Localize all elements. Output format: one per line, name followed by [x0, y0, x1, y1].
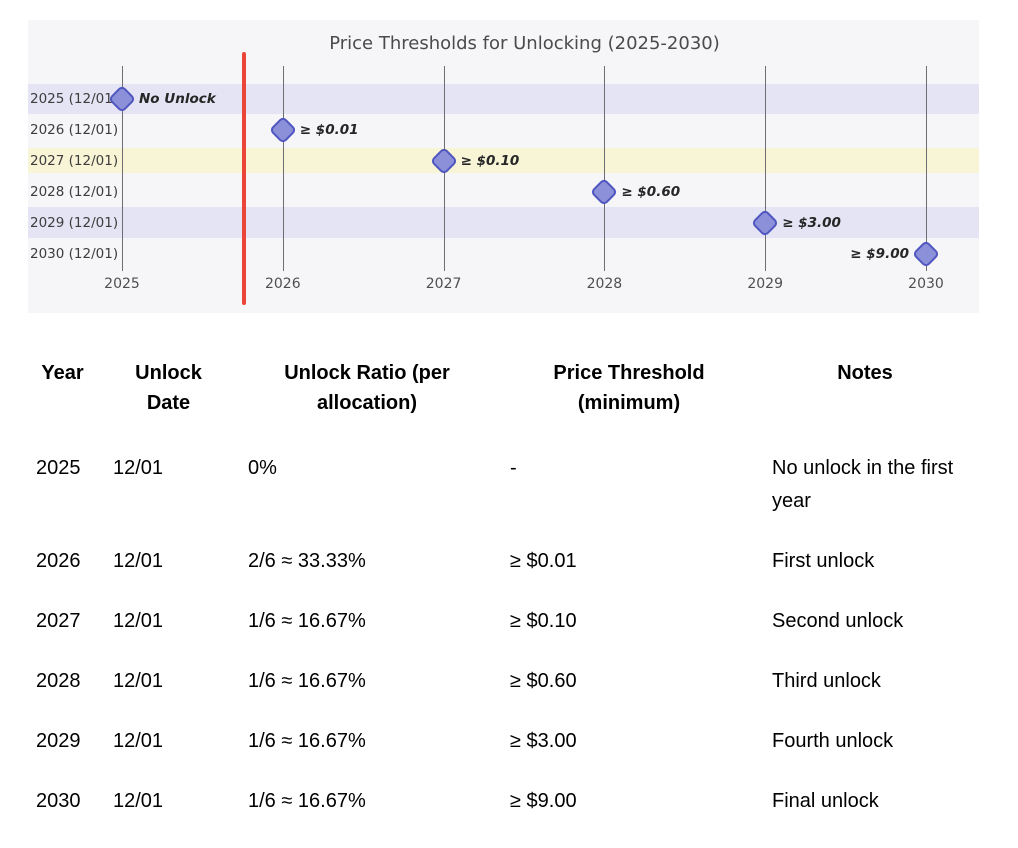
table-cell-price: ≥ $0.01 [510, 550, 577, 572]
gridline-2025 [122, 66, 123, 271]
table-cell-price: ≥ $9.00 [510, 790, 577, 812]
marker-annotation: ≥ $0.60 [621, 183, 681, 200]
marker-annotation: ≥ $9.00 [850, 245, 909, 262]
table-cell-year: 2030 [36, 790, 81, 812]
table-cell-date: 12/01 [113, 670, 164, 692]
table-cell-ratio: 1/6 ≈ 16.67% [248, 610, 366, 632]
table-row: 2025 12/01 0% - No unlock in the first year [36, 452, 982, 545]
reference-line [241, 52, 246, 305]
y-axis-label: 2026 (12/01) [30, 121, 119, 138]
x-axis-label: 2029 [747, 276, 783, 292]
row-band-2027 [28, 148, 979, 174]
table-header: Price Threshold (minimum) [553, 362, 705, 414]
table-row: 2030 12/01 1/6 ≈ 16.67% ≥ $9.00 Final unlock [36, 785, 982, 818]
table-cell-date: 12/01 [113, 550, 164, 572]
y-axis-label: 2030 (12/01) [30, 245, 119, 262]
table-cell-year: 2026 [36, 550, 81, 572]
table-cell-notes: Final unlock [772, 790, 879, 812]
x-axis-label: 2028 [586, 276, 623, 292]
y-axis-label: 2027 (12/01) [30, 152, 119, 169]
row-band-2025 [28, 83, 979, 115]
chart-title: Price Thresholds for Unlocking (2025-203… [329, 33, 720, 54]
table-header: Unlock Ratio (per allocation) [284, 362, 450, 414]
unlock-marker-2026 [268, 115, 297, 145]
y-axis-label: 2029 (12/01) [30, 214, 119, 231]
gridline-2029 [765, 66, 767, 271]
table-cell-date: 12/01 [113, 790, 164, 812]
table-row: 2029 12/01 1/6 ≈ 16.67% ≥ $3.00 Fourth unloc… [36, 725, 982, 785]
table-cell-notes: Fourth unlock [772, 730, 894, 752]
table-cell-date: 12/01 [113, 610, 164, 632]
table-cell-ratio: 1/6 ≈ 16.67% [248, 670, 366, 692]
table-header: Unlock Date [135, 362, 202, 414]
table-cell-price: - [510, 457, 517, 479]
gridline-2028 [604, 66, 606, 271]
table-cell-year: 2028 [36, 670, 81, 692]
table-row: 2028 12/01 1/6 ≈ 16.67% ≥ $0.60 Third unlock [36, 665, 982, 725]
y-axis-label: 2025 (12/01) [30, 91, 119, 107]
table-cell-price: ≥ $0.60 [510, 670, 577, 692]
marker-annotation: No Unlock [139, 91, 216, 107]
table-row: 2026 12/01 2/6 ≈ 33.33% ≥ $0.01 First unlock [36, 545, 982, 605]
table-cell-date: 12/01 [113, 730, 164, 752]
row-band-2029 [28, 207, 979, 238]
table-cell-notes: Third unlock [772, 670, 881, 692]
marker-annotation: ≥ $0.01 [299, 121, 359, 138]
unlock-marker-2028 [590, 177, 619, 206]
x-axis-label: 2026 [264, 276, 301, 292]
table-cell-notes: First unlock [772, 550, 875, 572]
table-cell-date: 12/01 [113, 457, 164, 479]
unlock-marker-2030 [911, 239, 941, 268]
gridline-2026 [282, 66, 284, 271]
table-cell-year: 2027 [36, 610, 81, 632]
price-threshold-chart: Price Thresholds for Unlocking (2025-203… [28, 20, 979, 313]
table-cell-ratio: 1/6 ≈ 16.67% [248, 730, 366, 752]
y-axis-label: 2028 (12/01) [30, 183, 119, 200]
table-cell-price: ≥ $3.00 [510, 730, 577, 752]
table-cell-ratio: 1/6 ≈ 16.67% [248, 790, 366, 812]
table-cell-year: 2025 [36, 457, 81, 479]
gridline-2030 [926, 66, 927, 271]
table-cell-ratio: 0% [248, 457, 277, 479]
marker-annotation: ≥ $0.10 [460, 152, 520, 169]
table-cell-notes: No unlock in the first year [772, 457, 954, 512]
marker-annotation: ≥ $3.00 [782, 214, 841, 231]
x-axis-label: 2025 [104, 276, 140, 292]
table-header: Notes [837, 362, 893, 384]
table-cell-notes: Second unlock [772, 610, 904, 632]
table-cell-ratio: 2/6 ≈ 33.33% [248, 550, 366, 572]
table-header: Year [41, 362, 84, 384]
x-axis-label: 2030 [908, 276, 944, 292]
table-cell-year: 2029 [36, 730, 81, 752]
x-axis-label: 2027 [425, 276, 462, 292]
table-row: 2027 12/01 1/6 ≈ 16.67% ≥ $0.10 Second unloc… [36, 605, 982, 665]
table-cell-price: ≥ $0.10 [510, 610, 577, 632]
unlock-schedule-table: Year Unlock Date Unlock Ratio (per allocat… [36, 358, 982, 818]
